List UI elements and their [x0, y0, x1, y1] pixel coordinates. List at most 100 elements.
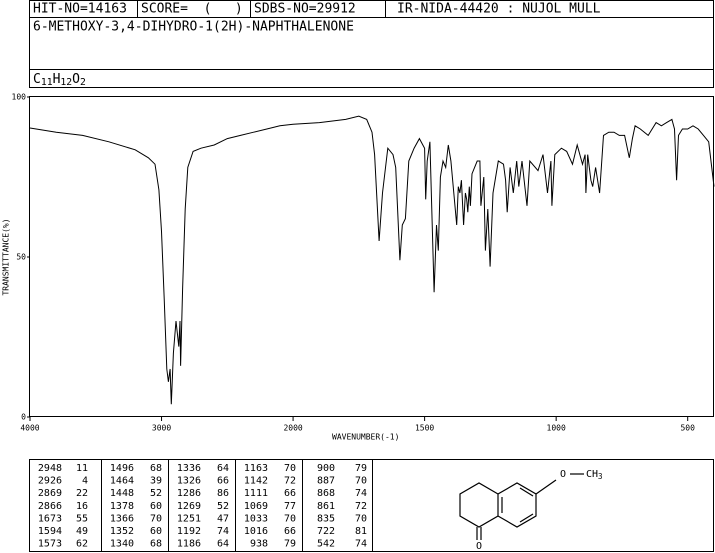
x-tick-label: 3000: [152, 424, 171, 433]
peak-transmittance: 39: [150, 476, 162, 487]
structure: [459, 473, 584, 540]
peak-transmittance: 74: [217, 526, 229, 537]
aromatic-bond: [519, 487, 534, 497]
peak-wavenumber: 887: [317, 476, 335, 487]
peak-transmittance: 70: [355, 476, 367, 487]
peak-wavenumber: 2948: [38, 463, 62, 474]
peak-wavenumber: 868: [317, 488, 335, 499]
y-tick-label: 50: [16, 253, 26, 262]
peak-wavenumber: 1251: [177, 513, 201, 524]
peak-transmittance: 79: [355, 463, 367, 474]
peak-transmittance: 60: [150, 501, 162, 512]
peak-wavenumber: 1673: [38, 513, 62, 524]
peak-wavenumber: 1464: [110, 476, 134, 487]
peak-wavenumber: 1192: [177, 526, 201, 537]
peak-transmittance: 68: [150, 463, 162, 474]
peak-wavenumber: 1069: [244, 501, 268, 512]
peak-transmittance: 72: [355, 501, 367, 512]
peak-transmittance: 62: [76, 539, 88, 550]
peak-transmittance: 66: [284, 488, 296, 499]
peak-wavenumber: 1352: [110, 526, 134, 537]
peak-wavenumber: 1340: [110, 539, 134, 550]
peak-wavenumber: 1496: [110, 463, 134, 474]
peak-transmittance: 66: [217, 476, 229, 487]
peak-transmittance: 16: [76, 501, 88, 512]
peak-wavenumber: 1378: [110, 501, 134, 512]
peak-wavenumber: 1326: [177, 476, 201, 487]
peak-transmittance: 47: [217, 513, 229, 524]
sdbs-no: SDBS-NO=29912: [254, 2, 356, 17]
peak-wavenumber: 1186: [177, 539, 201, 550]
rings: [459, 482, 537, 528]
peak-transmittance: 55: [76, 513, 88, 524]
ether-o: O: [560, 469, 566, 480]
header-frame: [29, 0, 714, 88]
peak-wavenumber: 1033: [244, 513, 268, 524]
peak-transmittance: 52: [217, 501, 229, 512]
peak-wavenumber: 1573: [38, 539, 62, 550]
peak-wavenumber: 835: [317, 513, 335, 524]
compound-name: 6-METHOXY-3,4-DIHYDRO-1(2H)-NAPHTHALENON…: [33, 20, 354, 35]
aromatic-bond: [519, 513, 534, 523]
peak-transmittance: 79: [284, 539, 296, 550]
x-tick-label: 2000: [283, 424, 302, 433]
x-axis-label: WAVENUMBER(-1): [332, 433, 399, 442]
peak-wavenumber: 1111: [244, 488, 268, 499]
peak-wavenumber: 938: [250, 539, 268, 550]
peak-transmittance: 68: [150, 539, 162, 550]
x-tick-label: 1000: [547, 424, 566, 433]
peak-transmittance: 77: [284, 501, 296, 512]
peak-transmittance: 4: [82, 476, 88, 487]
peak-transmittance: 74: [355, 488, 367, 499]
x-tick-label: 1500: [415, 424, 434, 433]
peak-wavenumber: 542: [317, 539, 335, 550]
peak-wavenumber: 2926: [38, 476, 62, 487]
peak-transmittance: 66: [284, 526, 296, 537]
peak-wavenumber: 2869: [38, 488, 62, 499]
y-tick-label: 0: [21, 413, 26, 422]
y-tick-label: 100: [12, 93, 27, 102]
peak-wavenumber: 861: [317, 501, 335, 512]
peak-transmittance: 70: [150, 513, 162, 524]
peak-wavenumber: 1269: [177, 501, 201, 512]
x-tick-label: 4000: [20, 424, 39, 433]
peak-wavenumber: 722: [317, 526, 335, 537]
peak-wavenumber: 1016: [244, 526, 268, 537]
spectrum-line: [29, 115, 715, 405]
peak-transmittance: 70: [284, 513, 296, 524]
peak-wavenumber: 1286: [177, 488, 201, 499]
plot-frame: [29, 96, 714, 417]
method: IR-NIDA-44420 : NUJOL MULL: [397, 2, 601, 17]
methyl: CH3: [586, 469, 603, 481]
ether-bond: [535, 479, 557, 495]
y-axis-label: TRANSMITTANCE(%): [2, 218, 11, 295]
peak-wavenumber: 2866: [38, 501, 62, 512]
peak-transmittance: 64: [217, 539, 229, 550]
peak-wavenumber: 1448: [110, 488, 134, 499]
peak-transmittance: 70: [284, 463, 296, 474]
peak-transmittance: 22: [76, 488, 88, 499]
peak-transmittance: 70: [355, 513, 367, 524]
peak-wavenumber: 1142: [244, 476, 268, 487]
peak-wavenumber: 900: [317, 463, 335, 474]
peak-wavenumber: 1366: [110, 513, 134, 524]
x-tick-label: 500: [680, 424, 695, 433]
peak-transmittance: 49: [76, 526, 88, 537]
peak-wavenumber: 1163: [244, 463, 268, 474]
carbonyl-o: O: [476, 541, 482, 552]
peak-transmittance: 74: [355, 539, 367, 550]
peak-transmittance: 81: [355, 526, 367, 537]
peak-transmittance: 11: [76, 463, 88, 474]
peak-transmittance: 60: [150, 526, 162, 537]
hit-no: HIT-NO=14163: [33, 2, 127, 17]
score: SCORE= ( ): [141, 2, 243, 17]
peak-transmittance: 64: [217, 463, 229, 474]
formula: C11H12O2: [33, 72, 86, 89]
frames: [29, 0, 714, 552]
table-frame: [29, 459, 714, 552]
peak-transmittance: 72: [284, 476, 296, 487]
peak-wavenumber: 1594: [38, 526, 62, 537]
peak-wavenumber: 1336: [177, 463, 201, 474]
peak-transmittance: 86: [217, 488, 229, 499]
